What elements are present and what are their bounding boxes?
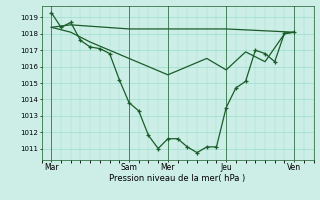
X-axis label: Pression niveau de la mer( hPa ): Pression niveau de la mer( hPa ) xyxy=(109,174,246,183)
